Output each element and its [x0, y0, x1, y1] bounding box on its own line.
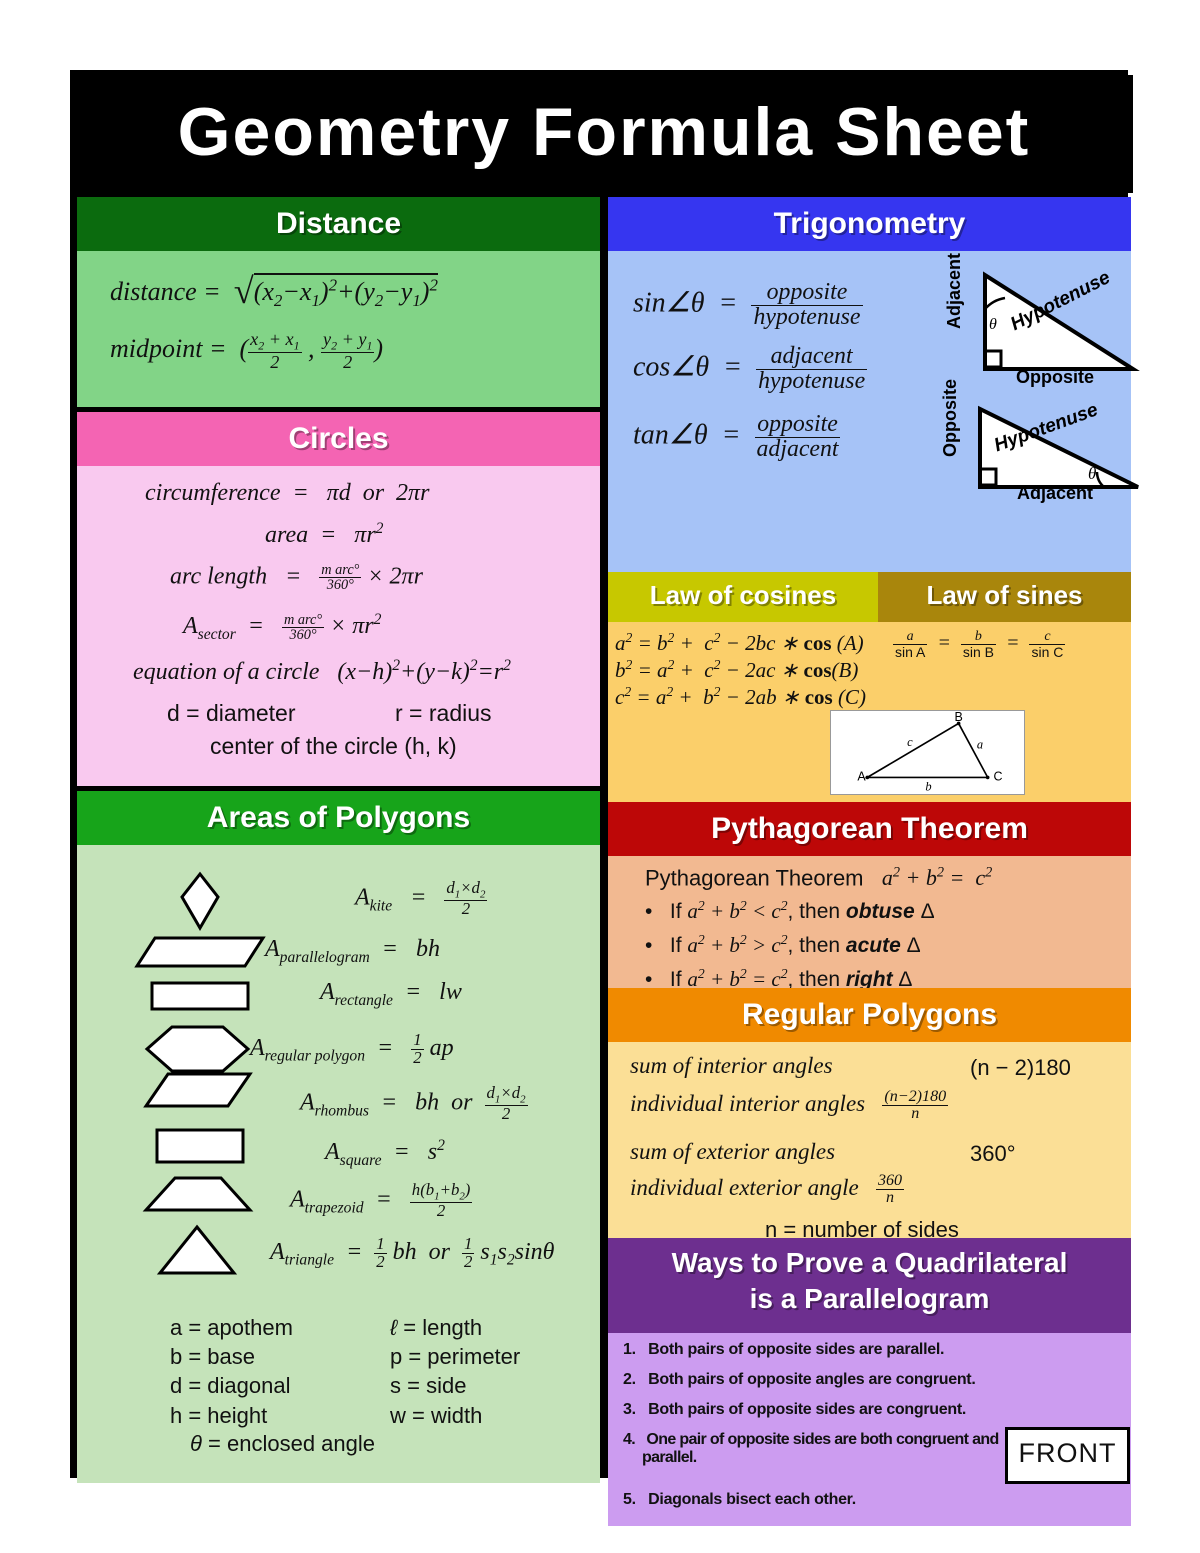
svg-text:A: A	[857, 770, 866, 784]
svg-text:Adjacent: Adjacent	[944, 253, 964, 329]
svg-text:θ: θ	[989, 316, 997, 333]
svg-text:Opposite: Opposite	[1016, 367, 1094, 387]
svg-text:C: C	[993, 770, 1002, 784]
svg-text:B: B	[954, 710, 962, 724]
svg-text:θ: θ	[1088, 464, 1096, 483]
svg-text:c: c	[907, 735, 913, 749]
svg-text:b: b	[925, 780, 931, 794]
svg-text:a: a	[977, 737, 983, 751]
svg-text:Adjacent: Adjacent	[1017, 483, 1093, 503]
svg-text:Opposite: Opposite	[940, 379, 960, 457]
